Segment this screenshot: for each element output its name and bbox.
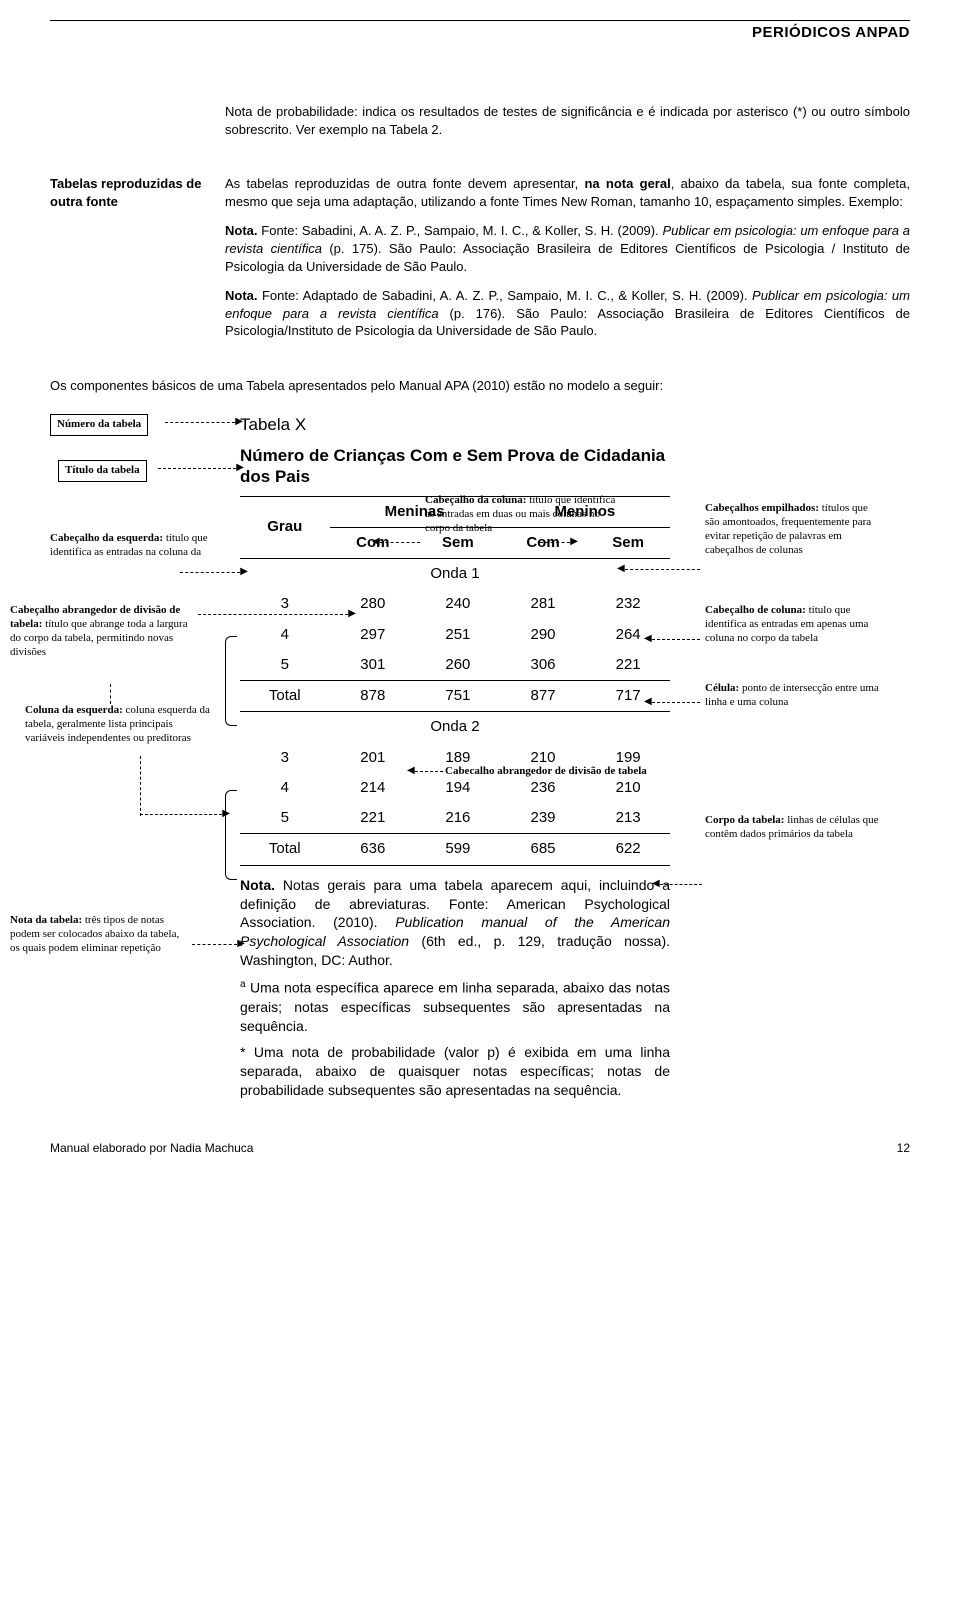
bracket2 — [225, 790, 237, 880]
section-row-2: Tabelas reproduzidas de outra fonte As t… — [50, 175, 910, 351]
top-rule — [50, 20, 910, 21]
arrow-r6 — [660, 884, 702, 885]
bracket1 — [225, 636, 237, 726]
row2-label: Tabelas reproduzidas de outra fonte — [50, 175, 205, 351]
arrow-r5 — [415, 771, 443, 772]
vline1 — [110, 684, 111, 704]
row1-label — [50, 103, 205, 150]
note-p3: * Uma nota de probabilidade (valor p) é … — [240, 1043, 670, 1100]
table-title: Número de Crianças Com e Sem Prova de Ci… — [240, 445, 670, 488]
page-footer: Manual elaborado por Nadia Machuca 12 — [50, 1140, 910, 1156]
ann-onda2: Cabecalho abrangedor de divisão de tabel… — [445, 765, 695, 779]
onda2-label: Onda 2 — [240, 712, 670, 743]
total1: Total — [240, 681, 330, 712]
table-note: Nota. Notas gerais para uma tabela apare… — [240, 876, 670, 1100]
arrow-nota — [192, 944, 237, 945]
arrow-r4 — [652, 702, 700, 703]
intro-text: Os componentes básicos de uma Tabela apr… — [50, 377, 910, 395]
arrow-title — [158, 468, 236, 469]
footer-left: Manual elaborado por Nadia Machuca — [50, 1140, 253, 1156]
ann-nota: Nota da tabela: três tipos de notas pode… — [10, 914, 190, 955]
arrow-r1b — [540, 542, 570, 543]
ann-empilh: Cabeçalhos empilhados: títulos que são a… — [705, 502, 880, 557]
vline2 — [140, 756, 141, 816]
ann-abr: Cabeçalho abrangedor de divisão de tabel… — [10, 604, 195, 659]
ann-num: Número da tabela — [50, 414, 148, 436]
ann-celula: Célula: ponto de intersecção entre uma l… — [705, 682, 880, 710]
data-table: Grau Meninas Meninos Com Sem Com Sem Ond… — [240, 496, 670, 866]
ann-colesq: Coluna da esquerda: coluna esquerda da t… — [25, 704, 210, 745]
ann-cab-esq: Cabeçalho da esquerda: título que identi… — [50, 532, 215, 560]
onda1-label: Onda 1 — [240, 559, 670, 590]
ann-cabcol: Cabeçalho de coluna: título que identifi… — [705, 604, 880, 645]
section-row-1: Nota de probabilidade: indica os resulta… — [50, 103, 910, 150]
table-number: Tabela X — [240, 414, 670, 437]
row2-p1: As tabelas reproduzidas de outra fonte d… — [225, 175, 910, 210]
total2: Total — [240, 834, 330, 865]
ann-corpo: Corpo da tabela: linhas de células que c… — [705, 814, 880, 842]
row2-p2: Nota. Fonte: Sabadini, A. A. Z. P., Samp… — [225, 222, 910, 275]
arrow-br2 — [140, 814, 222, 815]
arrow-r3 — [652, 639, 700, 640]
arrow-cabesq — [180, 572, 240, 573]
arrow-r2 — [625, 569, 700, 570]
row2-content: As tabelas reproduzidas de outra fonte d… — [225, 175, 910, 351]
ann-title: Título da tabela — [58, 460, 147, 482]
row2-p3: Nota. Fonte: Adaptado de Sabadini, A. A.… — [225, 287, 910, 340]
row1-content: Nota de probabilidade: indica os resulta… — [225, 103, 910, 150]
arrow-num — [165, 422, 235, 423]
ann-cabcol-top: Cabeçalho da coluna: título que identifi… — [425, 494, 625, 535]
page-header: PERIÓDICOS ANPAD — [50, 23, 910, 43]
row1-p1: Nota de probabilidade: indica os resulta… — [225, 103, 910, 138]
th-grau: Grau — [240, 496, 330, 559]
footer-right: 12 — [897, 1140, 910, 1156]
note-p1: Nota. Notas gerais para uma tabela apare… — [240, 876, 670, 970]
note-p2: a Uma nota específica aparece em linha s… — [240, 978, 670, 1035]
arrow-abr — [198, 614, 348, 615]
arrow-r1a — [380, 542, 420, 543]
table-diagram: Número da tabela Título da tabela Cabeça… — [50, 414, 910, 1100]
